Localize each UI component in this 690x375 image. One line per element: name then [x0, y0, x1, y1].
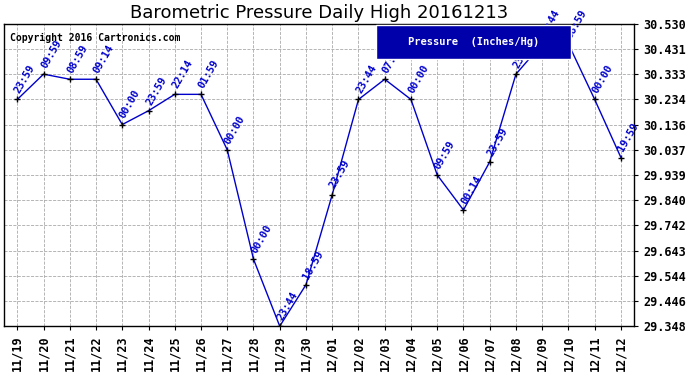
Text: 23:44: 23:44	[354, 63, 378, 95]
Text: 00:00: 00:00	[249, 223, 273, 255]
Text: 08:59: 08:59	[564, 8, 589, 40]
Text: 09:59: 09:59	[39, 38, 63, 70]
Text: 00:00: 00:00	[590, 63, 615, 95]
Text: 00:00: 00:00	[118, 88, 142, 120]
Text: 19:59: 19:59	[616, 122, 641, 153]
Text: 00:00: 00:00	[223, 114, 247, 146]
Text: 09:59: 09:59	[433, 139, 457, 171]
Text: 23:44: 23:44	[275, 290, 299, 322]
Text: 18:59: 18:59	[302, 249, 326, 280]
Text: 23:59: 23:59	[511, 38, 535, 70]
FancyBboxPatch shape	[376, 25, 571, 58]
Text: 08:59: 08:59	[66, 43, 90, 75]
Text: 23:59: 23:59	[144, 75, 168, 106]
Text: Pressure  (Inches/Hg): Pressure (Inches/Hg)	[408, 37, 539, 47]
Text: 23:59: 23:59	[485, 126, 509, 158]
Text: 01:59: 01:59	[197, 58, 221, 90]
Title: Barometric Pressure Daily High 20161213: Barometric Pressure Daily High 20161213	[130, 4, 509, 22]
Text: 00:14: 00:14	[459, 174, 483, 206]
Text: Copyright 2016 Cartronics.com: Copyright 2016 Cartronics.com	[10, 33, 181, 43]
Text: 09:14: 09:14	[92, 43, 116, 75]
Text: 00:00: 00:00	[406, 63, 431, 95]
Text: 07:29: 07:29	[380, 43, 404, 75]
Text: 09:44: 09:44	[538, 8, 562, 40]
Text: 23:59: 23:59	[328, 158, 352, 190]
Text: 23:59: 23:59	[13, 63, 37, 95]
Text: 22:14: 22:14	[170, 58, 195, 90]
